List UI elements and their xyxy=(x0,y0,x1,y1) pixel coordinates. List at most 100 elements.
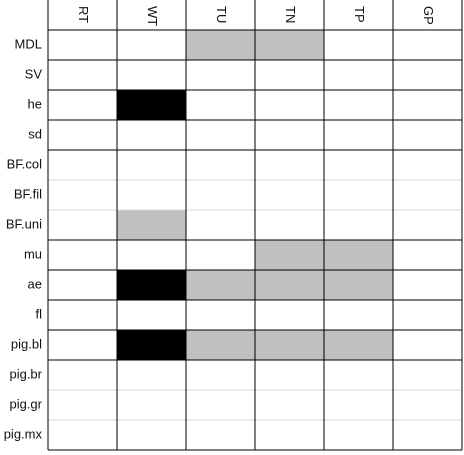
cell xyxy=(48,90,117,120)
cell xyxy=(117,300,186,330)
cell xyxy=(324,150,393,180)
cell xyxy=(255,240,324,270)
row-label: pig.mx xyxy=(4,426,43,441)
cell xyxy=(48,330,117,360)
cell xyxy=(48,390,117,420)
cell xyxy=(186,150,255,180)
cell xyxy=(186,360,255,390)
row-label: MDL xyxy=(15,36,42,51)
cell xyxy=(324,90,393,120)
row-label: BF.uni xyxy=(6,216,42,231)
column-label: TN xyxy=(283,6,298,23)
cell xyxy=(186,120,255,150)
cell xyxy=(324,330,393,360)
cell xyxy=(393,150,462,180)
cell xyxy=(393,240,462,270)
cell xyxy=(186,420,255,450)
cell xyxy=(393,210,462,240)
cell xyxy=(186,240,255,270)
cell xyxy=(48,180,117,210)
cell xyxy=(48,240,117,270)
cell xyxy=(48,30,117,60)
cell xyxy=(255,150,324,180)
cell xyxy=(186,180,255,210)
cell xyxy=(324,420,393,450)
row-label: BF.col xyxy=(7,156,43,171)
cell xyxy=(255,420,324,450)
cell xyxy=(393,60,462,90)
cell xyxy=(117,420,186,450)
cell xyxy=(255,390,324,420)
cell xyxy=(255,60,324,90)
cell xyxy=(117,60,186,90)
cell xyxy=(324,390,393,420)
cell xyxy=(393,360,462,390)
cell xyxy=(324,210,393,240)
cell xyxy=(48,210,117,240)
cell xyxy=(393,270,462,300)
cell xyxy=(393,30,462,60)
cell xyxy=(393,300,462,330)
cell xyxy=(393,420,462,450)
row-label: sd xyxy=(28,126,42,141)
cell xyxy=(324,300,393,330)
cell xyxy=(48,300,117,330)
cell xyxy=(186,270,255,300)
cell xyxy=(186,90,255,120)
column-label: TP xyxy=(352,6,367,23)
cell xyxy=(117,210,186,240)
row-label: ae xyxy=(28,276,42,291)
row-label: BF.fil xyxy=(14,186,42,201)
cell xyxy=(393,330,462,360)
cell xyxy=(255,360,324,390)
cell xyxy=(48,60,117,90)
column-label: GP xyxy=(421,6,436,25)
cell xyxy=(186,210,255,240)
row-label: pig.gr xyxy=(9,396,42,411)
column-label: WT xyxy=(145,6,160,26)
row-label: pig.br xyxy=(9,366,42,381)
cell xyxy=(255,120,324,150)
cell xyxy=(255,300,324,330)
cell xyxy=(48,360,117,390)
row-label: fl xyxy=(36,306,43,321)
row-label: mu xyxy=(24,246,42,261)
cell xyxy=(393,180,462,210)
cell xyxy=(117,240,186,270)
cell xyxy=(117,120,186,150)
cell xyxy=(324,360,393,390)
cell xyxy=(117,150,186,180)
cell xyxy=(48,120,117,150)
cell xyxy=(255,330,324,360)
column-label: TU xyxy=(214,6,229,23)
cell xyxy=(324,60,393,90)
cell xyxy=(117,180,186,210)
row-label: he xyxy=(28,96,42,111)
cell xyxy=(48,270,117,300)
row-label: SV xyxy=(25,66,43,81)
cell xyxy=(324,270,393,300)
cell xyxy=(186,330,255,360)
cell xyxy=(255,180,324,210)
cell xyxy=(324,120,393,150)
cell xyxy=(324,30,393,60)
cell xyxy=(255,270,324,300)
cell xyxy=(117,30,186,60)
cell xyxy=(324,240,393,270)
cell xyxy=(255,30,324,60)
cell xyxy=(186,300,255,330)
cell xyxy=(117,270,186,300)
column-label: RT xyxy=(76,6,91,23)
cell xyxy=(117,390,186,420)
cell xyxy=(48,150,117,180)
cell xyxy=(117,330,186,360)
cell xyxy=(186,60,255,90)
cell xyxy=(324,180,393,210)
cell xyxy=(255,90,324,120)
cell xyxy=(186,390,255,420)
cell xyxy=(393,120,462,150)
cell xyxy=(117,90,186,120)
cell xyxy=(48,420,117,450)
cell xyxy=(117,360,186,390)
